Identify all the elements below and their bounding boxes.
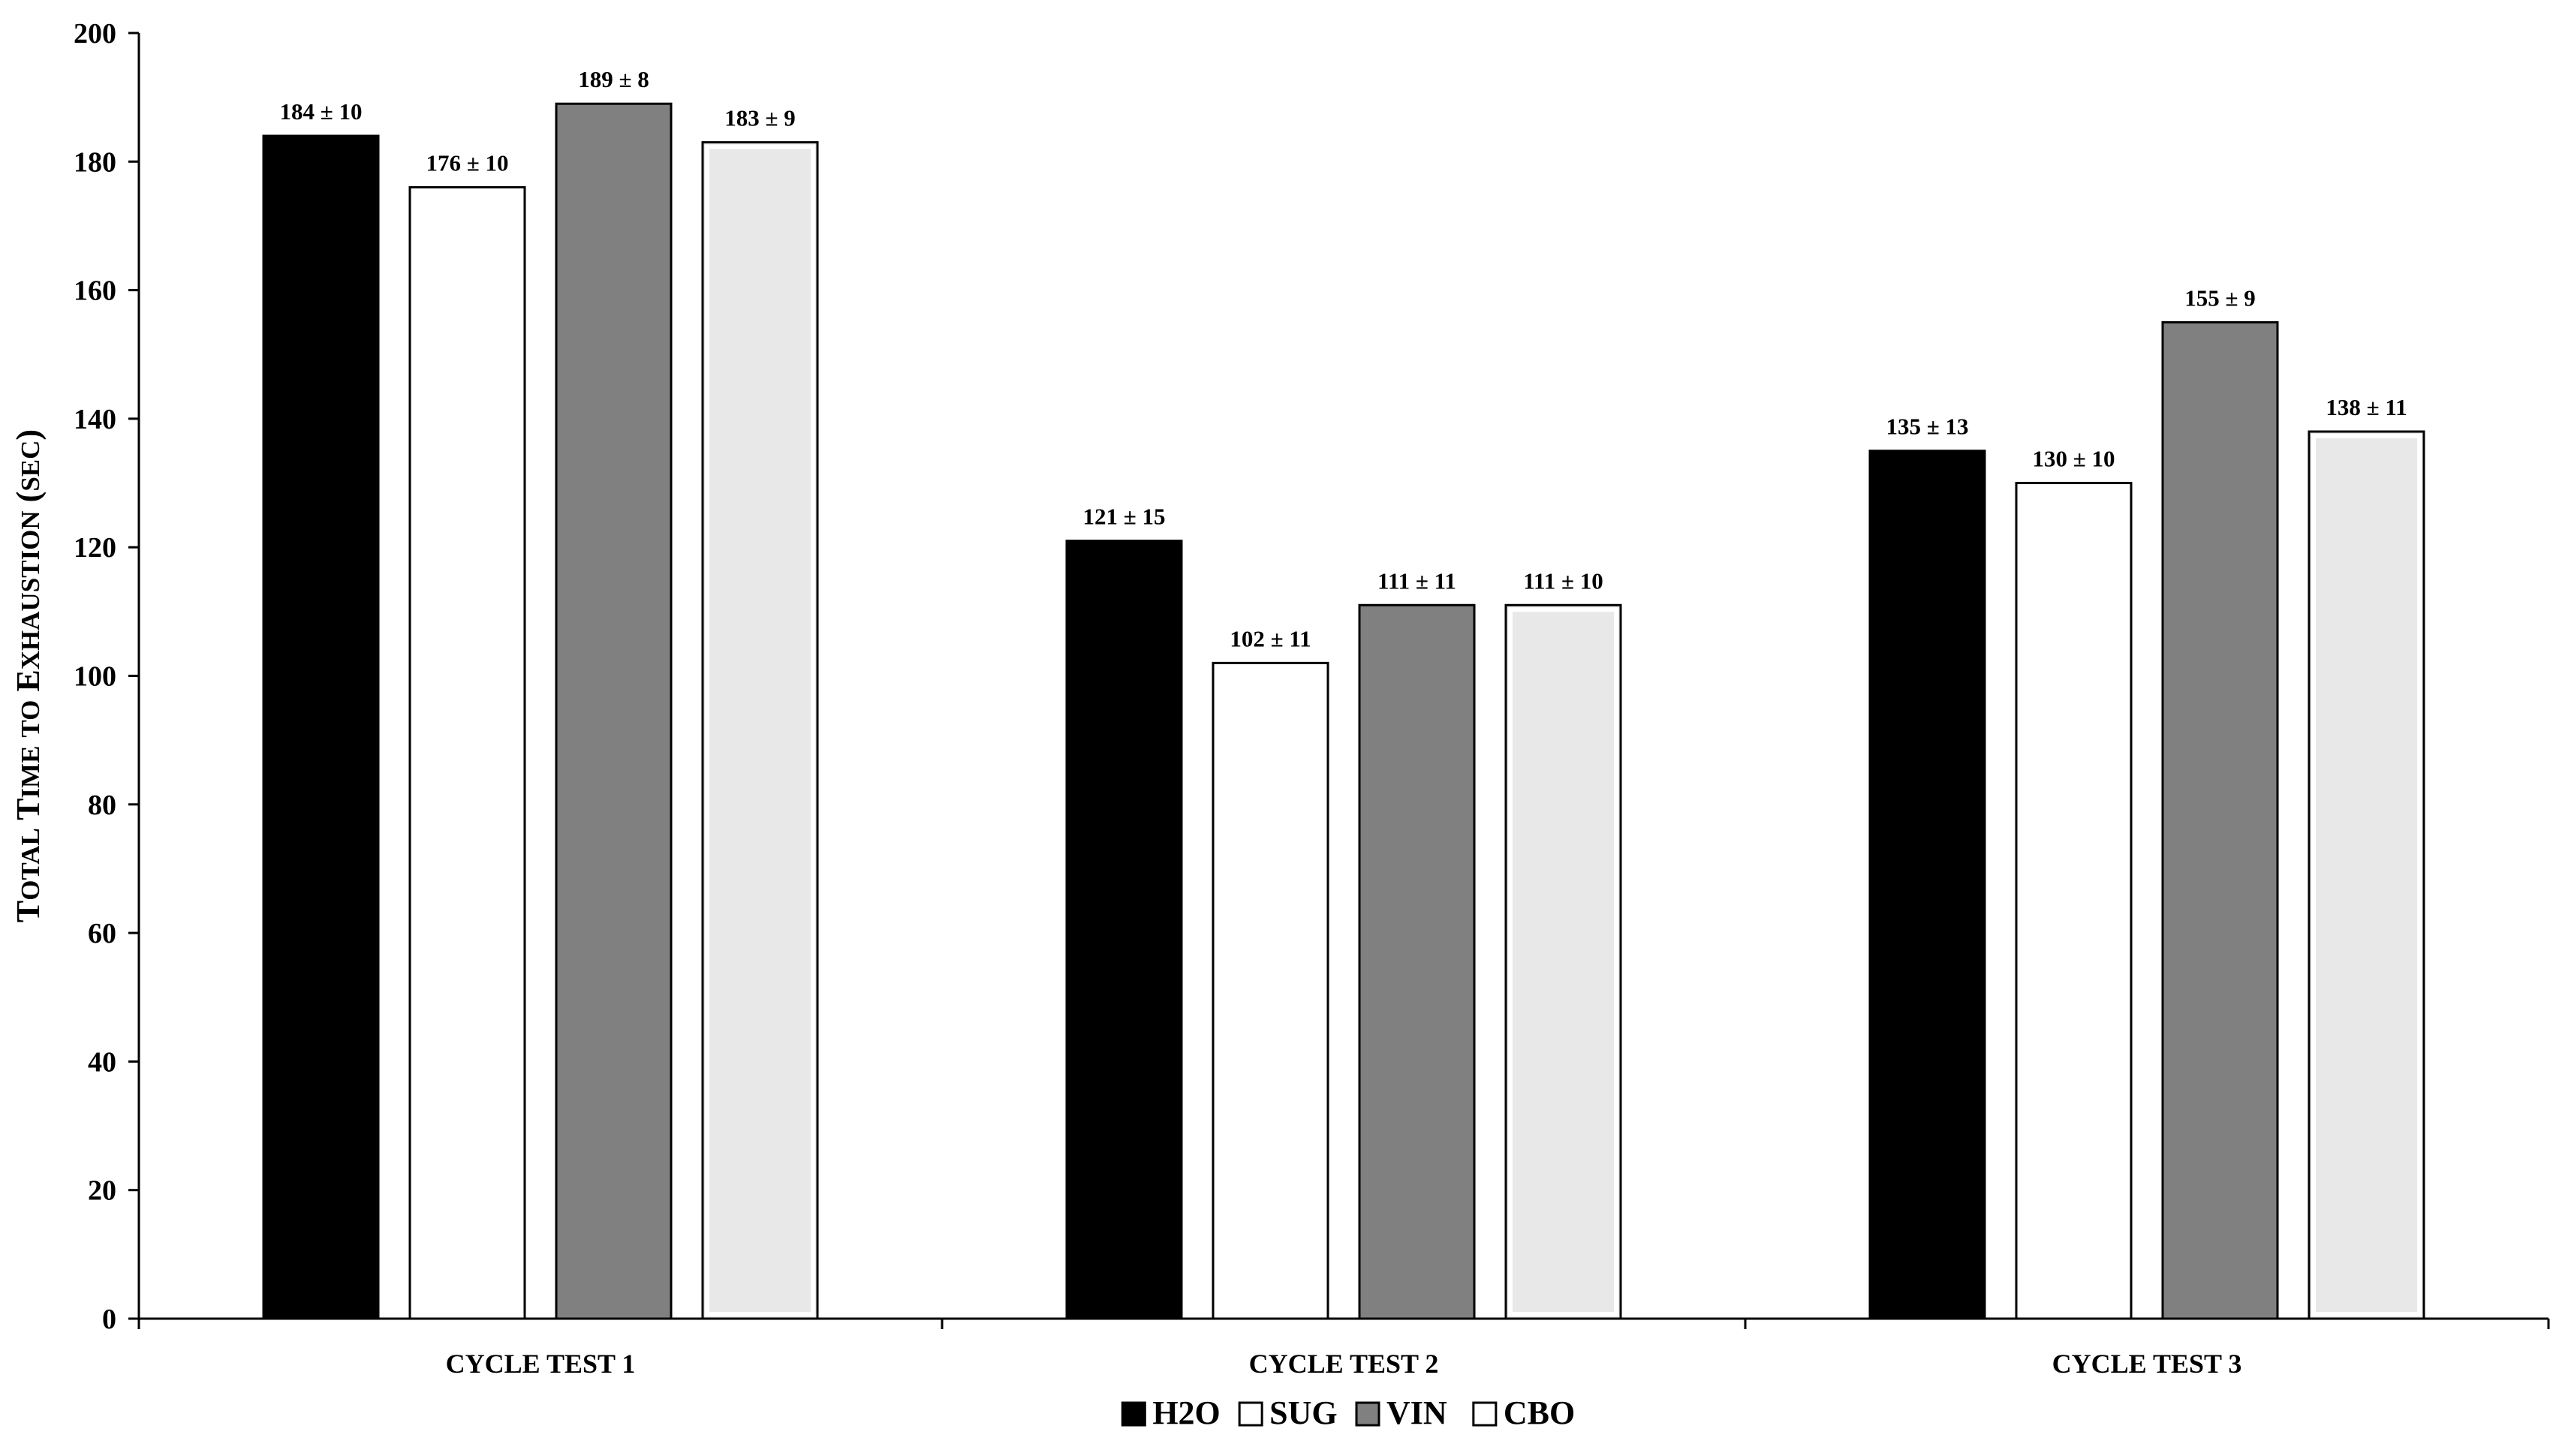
y-axis: 0 20 40 60 80 100 120 140 160 180 200 (74, 18, 140, 1335)
data-label-sug-cycle-test-2: 102 ± 11 (1230, 625, 1311, 651)
data-label-vin-cycle-test-2: 111 ± 11 (1377, 567, 1456, 594)
legend-swatch-cbo (1472, 1401, 1498, 1427)
data-label-cbo-cycle-test-2: 111 ± 10 (1523, 567, 1603, 594)
bar-cbo-cycle-test-3 (2308, 430, 2425, 1320)
x-axis: CYCLE TEST 1 CYCLE TEST 2 CYCLE TEST 3 (137, 1317, 2550, 1379)
data-labels: 184 ± 10 121 ± 15 135 ± 13 176 ± 10 102 ± 11… (279, 66, 2407, 651)
legend-swatch-sug (1238, 1401, 1263, 1427)
bar-sug-cycle-test-2 (1212, 661, 1329, 1320)
legend-label-vin: VIN (1386, 1394, 1447, 1431)
y-tick-label: 60 (88, 918, 116, 949)
legend: H2O SUG VIN CBO (1121, 1394, 1575, 1431)
data-label-h2o-cycle-test-1: 184 ± 10 (279, 98, 362, 125)
legend-swatch-h2o (1121, 1401, 1146, 1427)
y-tick-label: 40 (88, 1046, 116, 1078)
data-label-sug-cycle-test-1: 176 ± 10 (426, 150, 508, 176)
bar-inner-border (705, 144, 815, 1317)
legend-label-sug: SUG (1269, 1394, 1337, 1431)
bar-vin-cycle-test-2 (1358, 603, 1476, 1320)
y-tick-label: 0 (102, 1304, 116, 1335)
bars (262, 102, 2425, 1320)
bar-inner-border (2311, 434, 2422, 1316)
bar-sug-cycle-test-3 (2015, 482, 2133, 1320)
data-label-h2o-cycle-test-3: 135 ± 13 (1886, 414, 1968, 440)
y-tick-label: 200 (74, 18, 116, 50)
bar-sug-cycle-test-1 (408, 186, 526, 1320)
data-label-h2o-cycle-test-2: 121 ± 15 (1082, 504, 1165, 530)
bar-cbo-cycle-test-2 (1504, 603, 1622, 1320)
data-label-vin-cycle-test-3: 155 ± 9 (2184, 284, 2256, 311)
x-category-label: CYCLE TEST 3 (2052, 1349, 2242, 1379)
y-tick-label: 140 (74, 404, 116, 435)
y-tick-label: 20 (88, 1175, 116, 1207)
data-label-sug-cycle-test-3: 130 ± 10 (2032, 446, 2115, 472)
y-tick-label: 100 (74, 661, 116, 693)
y-tick-label: 180 (74, 146, 116, 178)
y-axis-label: TOTAL TIME TO EXHAUSTION (SEC) (10, 429, 47, 922)
x-category-label: CYCLE TEST 1 (446, 1349, 636, 1379)
y-tick-label: 80 (88, 790, 116, 821)
bar-cbo-cycle-test-1 (701, 141, 819, 1320)
legend-swatch-vin (1355, 1401, 1380, 1427)
data-label-cbo-cycle-test-3: 138 ± 11 (2326, 394, 2407, 420)
bar-h2o-cycle-test-3 (1868, 450, 1986, 1320)
data-label-cbo-cycle-test-1: 183 ± 9 (724, 105, 796, 131)
bar-h2o-cycle-test-2 (1065, 540, 1183, 1320)
y-tick-label: 120 (74, 532, 116, 564)
data-label-vin-cycle-test-1: 189 ± 8 (578, 66, 649, 92)
y-tick-label: 160 (74, 275, 116, 307)
legend-label-cbo: CBO (1504, 1394, 1575, 1431)
bar-vin-cycle-test-3 (2161, 320, 2279, 1320)
legend-label-h2o: H2O (1152, 1394, 1220, 1431)
bar-vin-cycle-test-1 (555, 102, 673, 1320)
bar-h2o-cycle-test-1 (262, 134, 380, 1320)
x-category-label: CYCLE TEST 2 (1249, 1349, 1439, 1379)
bar-inner-border (1508, 607, 1618, 1316)
